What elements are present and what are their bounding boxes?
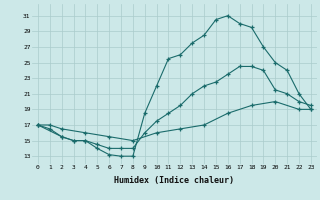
X-axis label: Humidex (Indice chaleur): Humidex (Indice chaleur) (115, 176, 234, 185)
